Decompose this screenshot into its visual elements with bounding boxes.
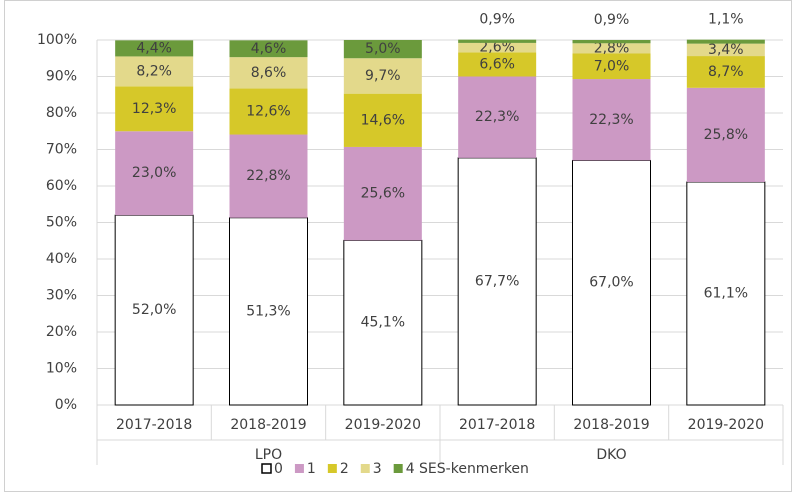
x-tick-label: 2019-2020 (345, 417, 421, 433)
bar-segment (115, 131, 194, 216)
value-label: 67,0% (589, 275, 633, 291)
x-tick-label: 2018-2019 (230, 417, 306, 433)
value-label: 22,8% (246, 168, 290, 184)
bar-segment (457, 157, 537, 406)
y-tick-label: 30% (46, 288, 77, 304)
bar-segment (686, 43, 765, 57)
y-tick-label: 70% (46, 142, 77, 158)
bar-segment (686, 181, 766, 406)
value-label: 61,1% (704, 285, 748, 301)
bar-segment (115, 56, 194, 87)
legend-label: 3 (373, 461, 382, 477)
bar-segment (229, 134, 308, 218)
y-tick-label: 20% (46, 324, 77, 340)
bar-segment (458, 42, 537, 53)
bar-segment (572, 43, 651, 54)
value-label: 22,3% (589, 112, 633, 128)
legend-swatch (261, 463, 272, 474)
x-tick-label: 2017-2018 (459, 417, 535, 433)
legend-swatch (294, 464, 304, 473)
bar-segment (686, 39, 765, 44)
value-label: 8,6% (251, 65, 287, 81)
value-label: 45,1% (361, 315, 405, 331)
value-label: 12,3% (132, 101, 176, 117)
y-tick-label: 10% (46, 361, 77, 377)
legend-label: 4 SES-kenmerken (406, 461, 529, 477)
bar-segment (458, 76, 537, 158)
bar-segment (114, 214, 194, 406)
legend-swatch (360, 464, 370, 473)
value-label: 8,2% (136, 63, 172, 79)
value-label: 6,6% (479, 56, 515, 72)
bar-segment (686, 56, 765, 88)
bar-segment (343, 146, 422, 241)
bar-segment (686, 87, 765, 182)
value-label: 8,7% (708, 64, 744, 80)
x-tick-label: 2017-2018 (116, 417, 192, 433)
bar-segment (458, 39, 537, 43)
y-tick-label: 90% (46, 69, 77, 85)
value-label: 0,9% (479, 12, 515, 28)
value-label: 23,0% (132, 165, 176, 181)
value-label: 14,6% (361, 112, 405, 128)
value-label: 12,6% (246, 104, 290, 120)
bar-segment (229, 40, 308, 58)
value-label: 67,7% (475, 273, 519, 289)
value-label: 2,6% (479, 40, 515, 56)
legend-label: 1 (307, 461, 316, 477)
y-tick-label: 100% (37, 32, 77, 48)
value-label: 7,0% (594, 58, 630, 74)
group-label: DKO (596, 447, 626, 463)
value-label: 25,8% (704, 127, 748, 143)
bar-segment (343, 239, 423, 406)
bar-segment (343, 93, 422, 147)
value-label: 9,7% (365, 68, 401, 84)
value-label: 0,9% (594, 12, 630, 28)
x-tick-label: 2018-2019 (573, 417, 649, 433)
value-label: 2,8% (594, 40, 630, 56)
bar-segment (458, 52, 537, 77)
bar-segment (229, 217, 308, 406)
bar-segment (229, 57, 308, 89)
bar-segment (343, 40, 422, 59)
y-tick-label: 80% (46, 105, 77, 121)
bar-segment (572, 79, 651, 161)
value-label: 25,6% (361, 186, 405, 202)
legend-swatch (393, 464, 403, 473)
bar-segment (229, 88, 308, 135)
value-label: 51,3% (246, 303, 290, 319)
value-label: 52,0% (132, 302, 176, 318)
value-label: 3,4% (708, 42, 744, 58)
bar-segment (572, 159, 651, 406)
bar-segment (343, 58, 422, 94)
legend-label: 2 (340, 461, 349, 477)
bar-segment (572, 40, 651, 44)
value-label: 22,3% (475, 109, 519, 125)
value-label: 4,6% (251, 41, 287, 57)
group-label: LPO (255, 447, 282, 463)
y-tick-label: 40% (46, 251, 77, 267)
x-tick-label: 2019-2020 (688, 417, 764, 433)
y-tick-label: 60% (46, 178, 77, 194)
legend-swatch (327, 464, 337, 473)
bar-segment (115, 40, 194, 57)
y-tick-label: 50% (46, 215, 77, 231)
bar-segment (572, 53, 651, 80)
value-label: 1,1% (708, 12, 744, 28)
value-label: 4,4% (136, 40, 172, 56)
legend-label: 0 (274, 461, 283, 477)
value-label: 5,0% (365, 41, 401, 57)
y-tick-label: 0% (55, 397, 77, 413)
bar-segment (115, 86, 194, 132)
